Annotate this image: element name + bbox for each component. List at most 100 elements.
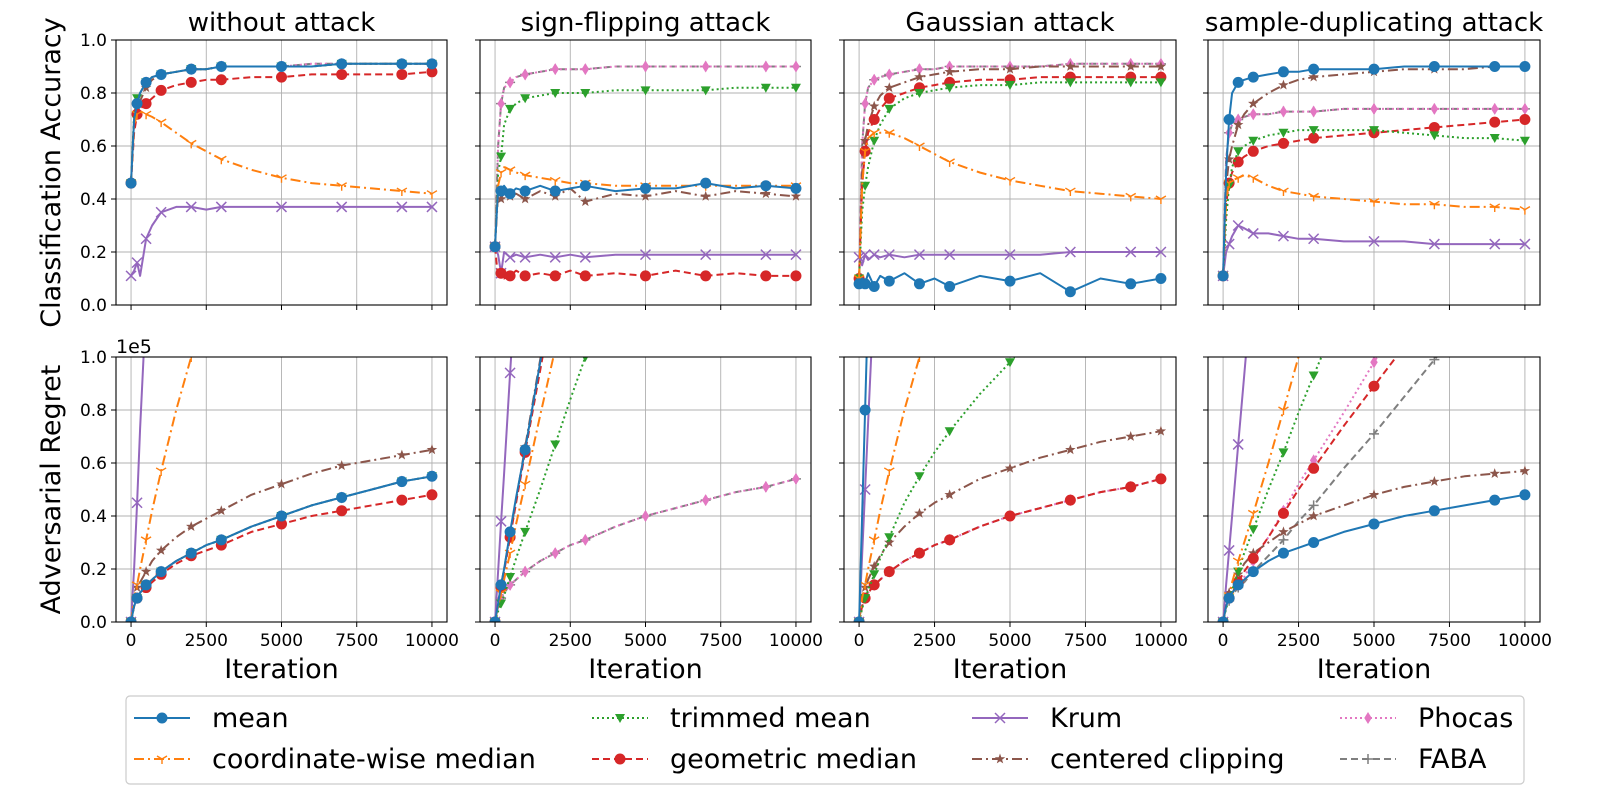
x-tick-label: 10000 — [405, 631, 459, 651]
mean-marker — [519, 444, 531, 456]
geometric-median-marker — [215, 74, 227, 86]
mean-marker — [125, 177, 137, 189]
krum-marker — [141, 299, 151, 309]
coordinate-wise-median-marker — [859, 147, 871, 157]
krum-marker — [215, 201, 227, 213]
legend-box — [125, 695, 1525, 785]
geometric-median-marker — [1490, 220, 1500, 230]
x-tick-label: 5000 — [1352, 631, 1395, 651]
coordinate-wise-median-marker — [396, 187, 408, 197]
geometric-median-marker — [579, 270, 591, 282]
coordinate-wise-median-marker — [1519, 205, 1531, 215]
series-group — [853, 357, 1167, 622]
mean-marker — [1489, 494, 1501, 506]
centered-clipping-marker — [640, 190, 651, 201]
centered-clipping-marker — [1429, 476, 1440, 486]
series-line-centered-clipping — [1222, 65, 1525, 276]
trimmed-mean-marker — [1125, 78, 1136, 88]
coordinate-wise-median-marker — [1428, 200, 1440, 210]
trimmed-mean-marker — [944, 427, 955, 437]
coordinate-wise-median-marker — [1278, 406, 1289, 415]
centered-clipping-marker — [1065, 444, 1076, 455]
geometric-median-marker — [336, 505, 348, 517]
series-markers-mean — [125, 58, 438, 189]
phocas-marker — [551, 63, 559, 76]
coordinate-wise-median-marker — [185, 139, 197, 149]
mean-marker — [504, 188, 516, 200]
mean-marker — [1125, 278, 1137, 290]
x-tick-label: 5000 — [624, 631, 667, 651]
legend-label: Krum — [1050, 703, 1122, 734]
geometric-median-marker — [336, 68, 348, 80]
trimmed-mean-marker — [520, 94, 531, 104]
series-group — [489, 114, 801, 622]
centered-clipping-marker — [495, 193, 507, 204]
trimmed-mean-marker — [884, 533, 895, 543]
coordinate-wise-median-marker — [1155, 195, 1167, 204]
series-markers-coordinate-wise-median — [853, 129, 1167, 284]
phocas-marker — [701, 60, 710, 73]
legend-label: trimmed mean — [670, 703, 871, 734]
coordinate-wise-median-marker — [868, 129, 880, 138]
series-line-faba — [1222, 107, 1525, 276]
series-group — [489, 60, 802, 282]
trimmed-mean-marker — [869, 570, 880, 580]
series-line-faba — [494, 477, 797, 622]
trimmed-mean-marker — [505, 572, 516, 582]
subplot-regret-sign-flipping-attack: 0 2500 5000 7500 10000 Iteration — [475, 114, 823, 685]
krum-marker — [1223, 544, 1235, 556]
series-line-trimmed-mean — [494, 357, 587, 622]
trimmed-mean-marker — [520, 527, 531, 537]
geometric-median-marker — [276, 71, 287, 83]
legend-marker — [994, 712, 1006, 724]
trimmed-mean-marker — [496, 152, 507, 162]
subplot-regret-without-attack: 0 2500 5000 7500 10000 0.0 0.2 0.4 0.6 0.8 1.0 Iter… — [80, 299, 459, 685]
x-tick-label: 10000 — [769, 631, 823, 651]
centered-clipping-marker — [1278, 79, 1289, 90]
x-tick-label: 5000 — [988, 631, 1031, 651]
faba-marker — [1369, 428, 1379, 439]
mean-marker — [1489, 61, 1501, 72]
centered-clipping-marker — [1308, 510, 1319, 521]
mean-marker — [883, 275, 895, 287]
mean-marker — [1308, 537, 1320, 548]
krum-marker — [579, 251, 591, 263]
series-line-trimmed-mean — [858, 81, 1161, 279]
legend-label: coordinate-wise median — [212, 744, 536, 775]
geometric-median-marker — [580, 114, 590, 124]
y-tick-label: 0.6 — [80, 454, 107, 474]
krum-marker — [1125, 246, 1137, 258]
legend-item-phocas: Phocas — [1340, 703, 1513, 734]
legend-marker — [615, 714, 625, 723]
x-tick-label: 10000 — [1134, 631, 1188, 651]
subplot-accuracy-sign-flipping-attack: sign-flipping attack — [475, 8, 812, 310]
krum-marker — [859, 249, 871, 261]
trimmed-mean-marker — [1233, 567, 1244, 577]
krum-marker — [520, 114, 530, 124]
series-markers-mean — [1217, 489, 1531, 622]
coordinate-wise-median-marker — [1064, 187, 1076, 197]
y-tick-label: 0.4 — [80, 507, 107, 527]
geometric-median-marker — [426, 489, 438, 501]
krum-marker — [504, 367, 516, 379]
geometric-median-marker — [1064, 494, 1076, 506]
trimmed-mean-marker — [1065, 78, 1076, 88]
trimmed-mean-marker — [1278, 448, 1289, 458]
series-line-coordinate-wise-median — [858, 131, 1161, 279]
phocas-marker — [1521, 102, 1529, 115]
x-tick-label: 10000 — [1498, 631, 1552, 651]
series-line-krum — [494, 357, 513, 622]
mean-marker — [276, 61, 287, 72]
mean-marker — [640, 182, 651, 194]
mean-marker — [504, 526, 516, 538]
centered-clipping-marker — [944, 66, 955, 77]
legend-marker — [156, 755, 168, 764]
krum-marker — [1155, 246, 1167, 258]
geometric-median-marker — [495, 267, 507, 279]
subplot-regret-sample-duplicating-attack: 0 2500 5000 7500 10000 Iteration — [1203, 220, 1552, 685]
x-tick-label: 0 — [1218, 631, 1229, 651]
coordinate-wise-median-marker — [883, 467, 895, 476]
mean-marker — [495, 579, 507, 591]
x-tick-label: 7500 — [335, 631, 378, 651]
phocas-marker — [1249, 108, 1258, 121]
